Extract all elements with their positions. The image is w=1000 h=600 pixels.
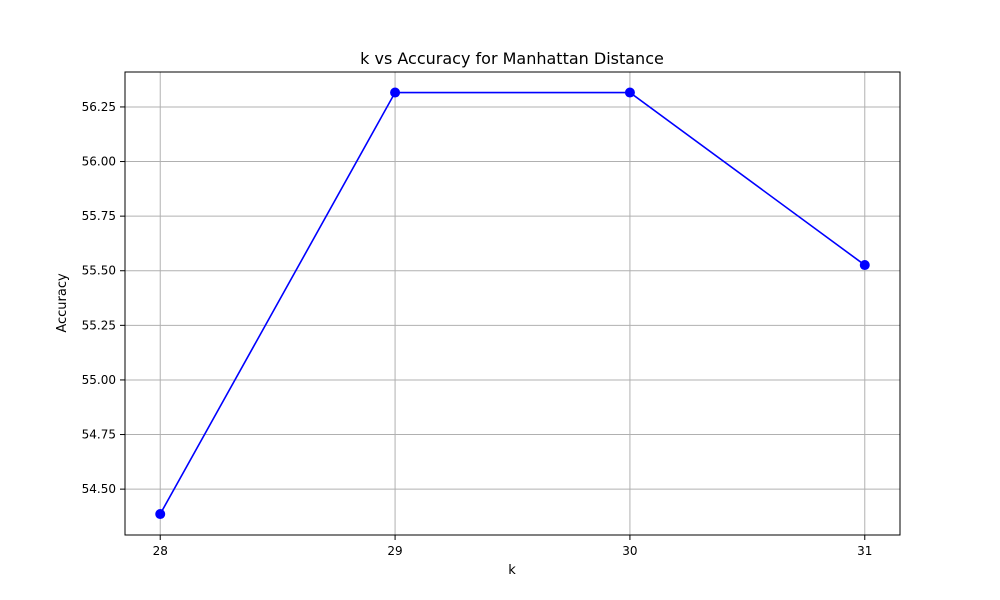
data-point — [859, 260, 870, 271]
series-layer — [155, 87, 870, 520]
plot-frame — [124, 71, 901, 536]
series-line — [159, 91, 866, 515]
x-axis-label: k — [508, 563, 516, 578]
y-tick-label: 56.25 — [82, 100, 116, 114]
y-tick-label: 55.75 — [82, 209, 116, 223]
data-point — [155, 509, 166, 520]
y-tick-label: 55.50 — [82, 264, 116, 278]
y-tick-label: 55.25 — [82, 318, 116, 332]
data-point — [390, 87, 401, 98]
y-tick-label: 56.00 — [82, 155, 116, 169]
grid-layer — [125, 72, 900, 535]
x-tick-label: 28 — [153, 544, 168, 558]
y-tick-label: 55.00 — [82, 373, 116, 387]
x-tick-label: 29 — [387, 544, 402, 558]
chart-title: k vs Accuracy for Manhattan Distance — [360, 49, 664, 68]
y-tick-label: 54.50 — [82, 482, 116, 496]
ticks-layer: 28 29 30 31 54.50 54.75 55.00 55.25 55.50 55.75 56… — [82, 100, 873, 558]
x-tick-label: 30 — [622, 544, 637, 558]
y-axis-label: Accuracy — [55, 273, 70, 333]
y-tick-label: 54.75 — [82, 428, 116, 442]
x-tick-label: 31 — [857, 544, 872, 558]
data-point — [624, 87, 635, 98]
